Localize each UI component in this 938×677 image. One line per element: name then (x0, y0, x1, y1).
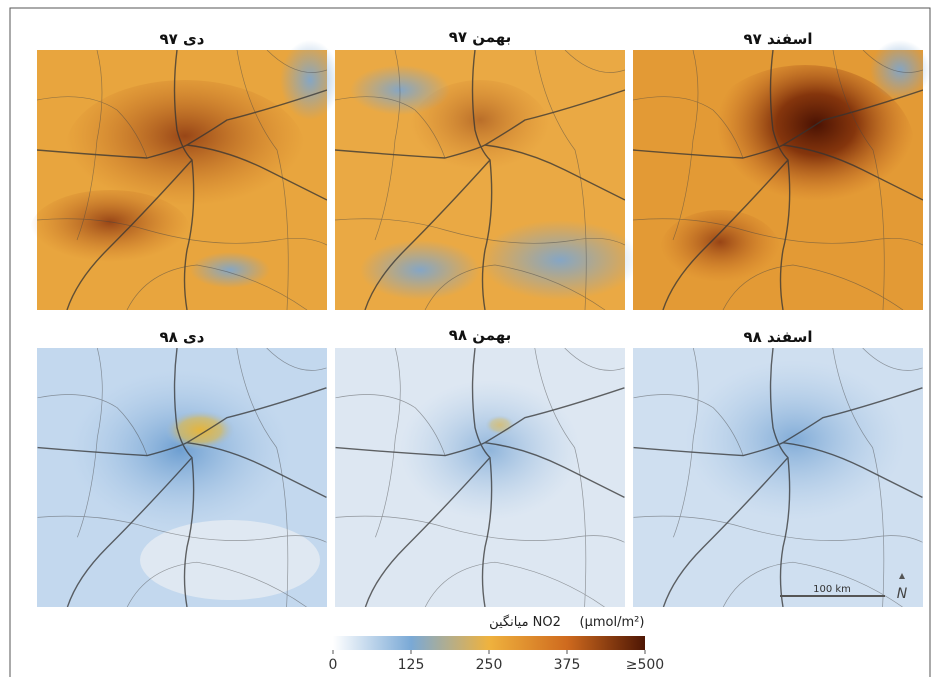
figure: 100 km N دی ۹۷ بهمن ۹۷ اسفند ۹۷ دی ۹۸ به… (0, 0, 938, 677)
colorbar-unit: (μmol/m²) (580, 615, 645, 630)
panel-title: بهمن ۹۸ (449, 326, 512, 344)
page: 100 km N دی ۹۷ بهمن ۹۷ اسفند ۹۷ دی ۹۸ به… (0, 0, 938, 677)
colorbar-title: میانگین NO2 (489, 614, 561, 630)
tick-label: ≥500 (626, 657, 664, 673)
map-panel (335, 50, 640, 310)
map-panel (633, 40, 930, 310)
map-panel (335, 348, 625, 607)
colorbar-ticks: 0 125 250 375 ≥500 (329, 650, 665, 673)
map-panel: 100 km N (633, 348, 923, 607)
tick-label: 125 (398, 657, 425, 673)
tick-label: 375 (554, 657, 581, 673)
tick-label: 0 (329, 657, 338, 673)
panel-title: اسفند ۹۷ (743, 30, 812, 48)
colorbar (333, 636, 645, 650)
north-label: N (897, 586, 908, 602)
panel-title: دی ۹۷ (160, 30, 205, 48)
panel-title: دی ۹۸ (160, 328, 205, 346)
panel-title: بهمن ۹۷ (449, 28, 512, 46)
tick-label: 250 (476, 657, 503, 673)
panel-title: اسفند ۹۸ (743, 328, 812, 346)
scale-label: 100 km (813, 584, 851, 595)
map-panel (30, 40, 340, 310)
map-panel (37, 348, 327, 607)
